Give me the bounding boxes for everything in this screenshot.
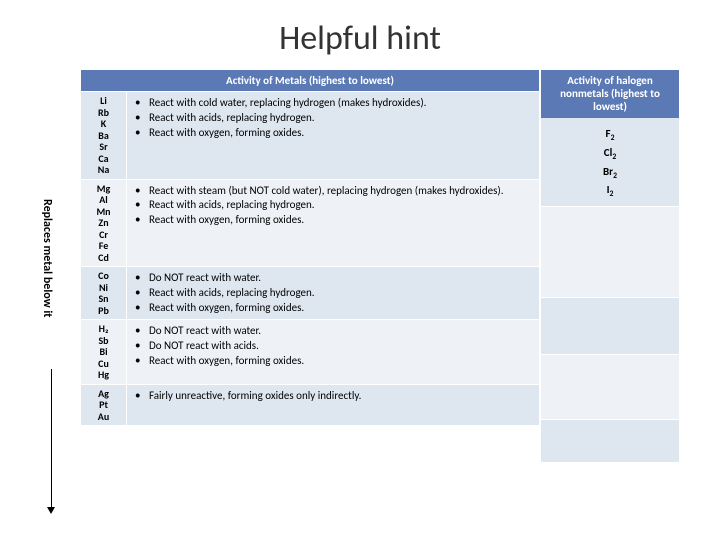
table-row: LiRbKBaSrCaNa React with cold water, repl… [81, 91, 539, 179]
elements-cell: H₂SbBiCuHg [81, 320, 127, 384]
elements-cell: MgAlMnZnCrFeCd [81, 180, 127, 267]
tables-container: Activity of Metals (highest to lowest) L… [80, 69, 680, 463]
bullet-item: Do NOT react with water. [131, 324, 533, 338]
description-cell: React with cold water, replacing hydroge… [127, 92, 539, 179]
bullet-item: React with oxygen, forming oxides. [131, 301, 533, 315]
empty-cell [541, 207, 679, 297]
bullet-item: React with oxygen, forming oxides. [131, 354, 533, 368]
table-row: AgPtAu Fairly unreactive, forming oxides … [81, 384, 539, 426]
bullet-item: React with oxygen, forming oxides. [131, 126, 533, 140]
vertical-label: Replaces metal below it [40, 199, 54, 317]
empty-cell [541, 420, 679, 462]
table-row [541, 354, 679, 419]
empty-cell [541, 355, 679, 419]
content-area: Replaces metal below it Activity of Meta… [0, 69, 720, 463]
bullet-item: Do NOT react with water. [131, 271, 533, 285]
description-cell: Do NOT react with water.React with acids… [127, 267, 539, 319]
bullet-item: React with acids, replacing hydrogen. [131, 198, 533, 212]
page-title: Helpful hint [0, 0, 720, 69]
table-row [541, 419, 679, 462]
bullet-item: Do NOT react with acids. [131, 339, 533, 353]
metals-header: Activity of Metals (highest to lowest) [81, 70, 539, 91]
bullet-item: React with acids, replacing hydrogen. [131, 111, 533, 125]
table-row: H₂SbBiCuHgDo NOT react with water.Do NOT… [81, 319, 539, 384]
halogen-table: Activity of halogen nonmetals (highest t… [540, 69, 680, 463]
bullet-item: React with cold water, replacing hydroge… [131, 96, 533, 110]
elements-cell: CoNiSnPb [81, 267, 127, 319]
description-cell: Do NOT react with water.Do NOT react wit… [127, 320, 539, 384]
description-cell: React with steam (but NOT cold water), r… [127, 180, 539, 267]
elements-cell: AgPtAu [81, 385, 127, 426]
table-row [541, 206, 679, 297]
halogen-header: Activity of halogen nonmetals (highest t… [541, 70, 679, 118]
table-row: CoNiSnPbDo NOT react with water.React wi… [81, 266, 539, 319]
halogen-body: F2Cl2Br2I2 [541, 118, 679, 206]
bullet-item: React with steam (but NOT cold water), r… [131, 184, 533, 198]
bullet-item: React with acids, replacing hydrogen. [131, 286, 533, 300]
metals-table: Activity of Metals (highest to lowest) L… [80, 69, 540, 463]
bullet-item: React with oxygen, forming oxides. [131, 213, 533, 227]
elements-cell: LiRbKBaSrCaNa [81, 92, 127, 179]
table-row [541, 297, 679, 354]
bullet-item: Fairly unreactive, forming oxides only i… [131, 389, 533, 403]
table-row: MgAlMnZnCrFeCd React with steam (but NOT … [81, 179, 539, 267]
empty-cell [541, 298, 679, 354]
description-cell: Fairly unreactive, forming oxides only i… [127, 385, 539, 426]
